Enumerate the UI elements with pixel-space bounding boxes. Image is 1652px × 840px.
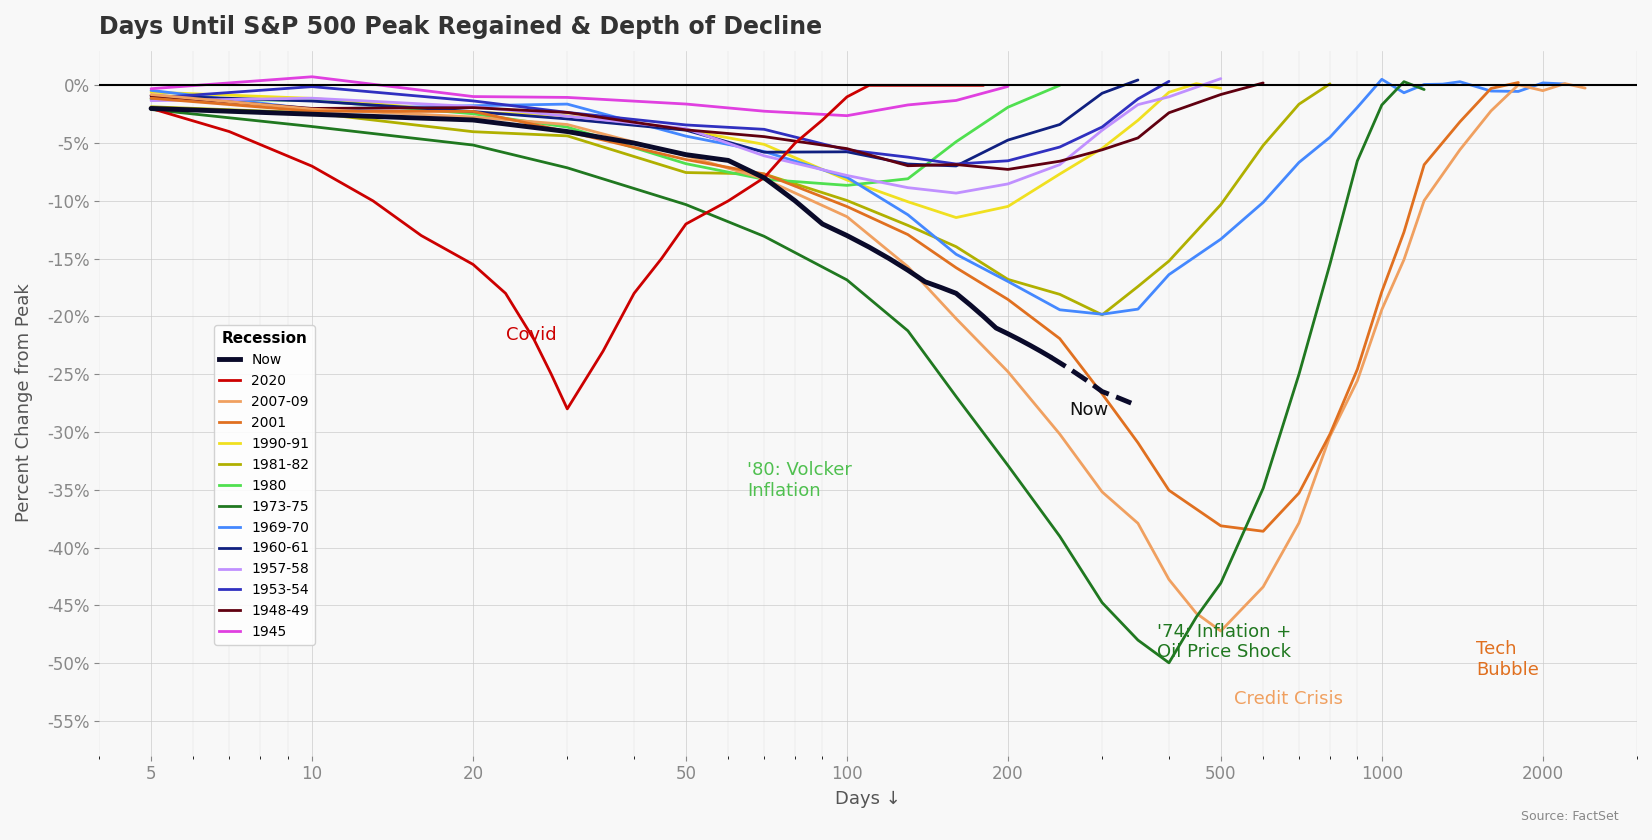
Text: Days Until S&P 500 Peak Regained & Depth of Decline: Days Until S&P 500 Peak Regained & Depth… <box>99 15 823 39</box>
Text: Tech
Bubble: Tech Bubble <box>1475 640 1540 679</box>
Text: '80: Volcker
Inflation: '80: Volcker Inflation <box>747 461 852 500</box>
X-axis label: Days ↓: Days ↓ <box>836 790 900 808</box>
Text: '74: Inflation +
Oil Price Shock: '74: Inflation + Oil Price Shock <box>1156 622 1292 661</box>
Legend: Now, 2020, 2007-09, 2001, 1990-91, 1981-82, 1980, 1973-75, 1969-70, 1960-61, 195: Now, 2020, 2007-09, 2001, 1990-91, 1981-… <box>213 325 316 645</box>
Text: Now: Now <box>1069 401 1108 418</box>
Text: Source: FactSet: Source: FactSet <box>1521 811 1619 823</box>
Text: Credit Crisis: Credit Crisis <box>1234 690 1343 707</box>
Text: Covid: Covid <box>506 326 557 344</box>
Y-axis label: Percent Change from Peak: Percent Change from Peak <box>15 284 33 522</box>
